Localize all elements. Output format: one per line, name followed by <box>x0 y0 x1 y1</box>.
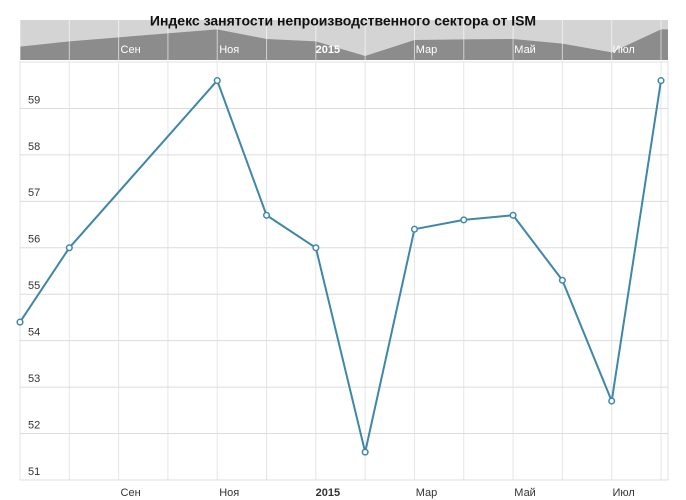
data-point <box>608 397 616 405</box>
y-tick-label: 58 <box>28 141 40 153</box>
line-segment <box>364 228 416 453</box>
data-point <box>657 77 665 85</box>
line-segment <box>414 218 464 231</box>
navigator <box>20 29 668 60</box>
x-tick-label: Июл <box>613 487 635 499</box>
y-tick-label: 51 <box>28 466 40 478</box>
data-point <box>460 216 468 224</box>
line-segment <box>68 79 218 249</box>
plot-border <box>19 61 669 481</box>
chart-title: Индекс занятости непроизводственного сек… <box>150 13 536 29</box>
nav-tick-label: 2015 <box>316 44 340 56</box>
nav-tick-label: Сен <box>121 44 141 56</box>
data-point <box>262 211 271 219</box>
line-segment <box>610 80 662 402</box>
y-tick-label: 57 <box>28 187 40 199</box>
nav-tick-label: Мар <box>416 44 438 56</box>
data-point <box>361 448 369 456</box>
y-tick-label: 52 <box>28 419 40 431</box>
nav-tick-label: Ноя <box>219 44 239 56</box>
line-segment <box>265 214 317 249</box>
data-point <box>558 276 566 284</box>
line-segment <box>314 247 367 453</box>
y-tick-label: 53 <box>28 373 40 385</box>
y-tick-label: 56 <box>28 234 40 246</box>
x-tick-label: 2015 <box>316 487 340 499</box>
line-segment <box>463 214 514 221</box>
data-point <box>16 318 24 326</box>
x-tick-label: Сен <box>121 487 141 499</box>
x-tick-label: Мар <box>416 487 438 499</box>
line-segment <box>512 214 564 281</box>
x-tick-label: Ноя <box>219 487 239 499</box>
nav-tick-label: Июл <box>613 44 635 56</box>
y-tick-label: 59 <box>28 94 40 106</box>
data-point <box>213 77 221 85</box>
line-segment <box>216 80 268 216</box>
line-segment <box>561 279 613 402</box>
y-tick-label: 55 <box>28 280 40 292</box>
x-tick-label: Май <box>514 487 536 499</box>
navigator-area <box>20 29 668 60</box>
nav-tick-label: Май <box>514 44 536 56</box>
line-segment <box>19 247 71 323</box>
plot-area: Сен Сен Ноя Ноя 2015 2015 Мар Мар Май Май Июл Июл 51… <box>16 20 669 499</box>
y-tick-label: 54 <box>28 327 40 339</box>
data-point <box>65 244 73 252</box>
data-point <box>312 244 320 252</box>
data-point <box>509 211 517 219</box>
data-point <box>410 225 419 233</box>
